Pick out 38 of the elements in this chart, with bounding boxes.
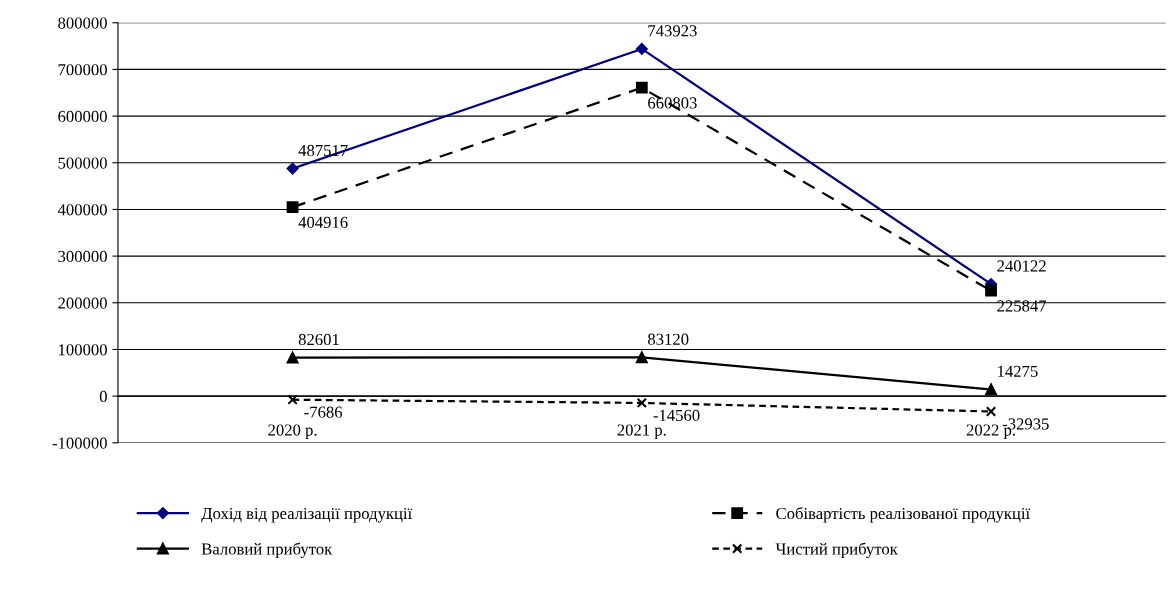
y-tick-label: 200000: [58, 297, 107, 309]
legend-label: Дохід від реалізації продукції: [201, 507, 413, 523]
data-label: 82601: [298, 333, 339, 346]
data-label: -7686: [304, 406, 343, 418]
x-tick-label: 2021 р.: [617, 424, 666, 440]
y-tick-label: 0: [99, 390, 107, 403]
data-label: 225847: [997, 300, 1047, 312]
point: [985, 383, 997, 396]
data-label: 240122: [997, 260, 1046, 272]
y-tick-label: 800000: [58, 17, 107, 29]
point: [985, 406, 997, 417]
point: [286, 351, 299, 364]
point: [635, 81, 648, 94]
point: [635, 42, 648, 55]
y-tick-label: -100000: [52, 437, 107, 449]
point: [286, 162, 299, 175]
y-tick-label: 300000: [58, 250, 107, 263]
data-label: 743923: [648, 25, 697, 37]
y-tick-label: 600000: [58, 110, 107, 123]
legend-label: Валовий прибуток: [201, 542, 333, 559]
legend-label: Чистий прибуток: [775, 542, 898, 559]
x-tick-label: 2020 р.: [268, 424, 317, 440]
point: [287, 394, 298, 405]
data-label: -14560: [653, 409, 700, 421]
point: [286, 201, 299, 214]
y-tick-label: 500000: [58, 157, 107, 169]
data-label: 404916: [298, 216, 348, 228]
point: [636, 397, 648, 409]
data-label: 14275: [998, 365, 1038, 377]
point: [635, 351, 648, 364]
data-label: 660803: [648, 97, 697, 109]
data-label: 487517: [298, 144, 348, 157]
y-tick-label: 400000: [57, 204, 107, 216]
point: [985, 284, 997, 297]
y-tick-label: 100000: [59, 344, 107, 356]
legend-label: Собівартість реалізованої продукції: [776, 507, 1031, 523]
data-label: 83120: [648, 333, 689, 345]
y-tick-label: 700000: [58, 64, 107, 76]
